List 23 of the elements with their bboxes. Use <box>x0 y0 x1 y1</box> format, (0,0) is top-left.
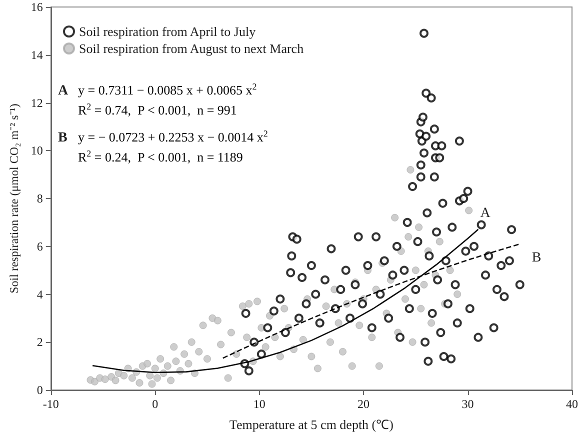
y-tick-label: 0 <box>36 383 43 397</box>
annotation: B <box>58 130 68 146</box>
x-tick-label: 30 <box>462 397 474 411</box>
y-tick-label: 8 <box>36 192 43 206</box>
annotation: A <box>58 84 69 98</box>
y-tick-label: 16 <box>30 0 43 14</box>
x-axis-title: Temperature at 5 cm depth (℃) <box>229 417 394 432</box>
y-tick-label: 2 <box>36 335 43 350</box>
y-tick-label: 10 <box>30 144 43 158</box>
legend-label: Soil respiration from April to July <box>79 24 256 39</box>
x-tick-label: -10 <box>42 397 59 411</box>
y-tick-label: 14 <box>30 48 43 62</box>
x-tick-label: 0 <box>152 397 158 411</box>
y-tick-label: 6 <box>36 239 43 254</box>
legend-label: Soil respiration from August to next March <box>79 41 304 56</box>
series-label: B <box>532 250 542 266</box>
y-tick-label: 4 <box>36 287 43 302</box>
series-label: A <box>480 206 492 221</box>
x-tick-label: 20 <box>358 397 370 411</box>
y-axis-title: Soil respiration rate (μmol CO₂ m⁻² s⁻¹) <box>7 104 21 294</box>
x-tick-label: 40 <box>566 397 578 411</box>
y-tick-label: 12 <box>30 96 43 110</box>
x-tick-label: 10 <box>253 397 266 411</box>
